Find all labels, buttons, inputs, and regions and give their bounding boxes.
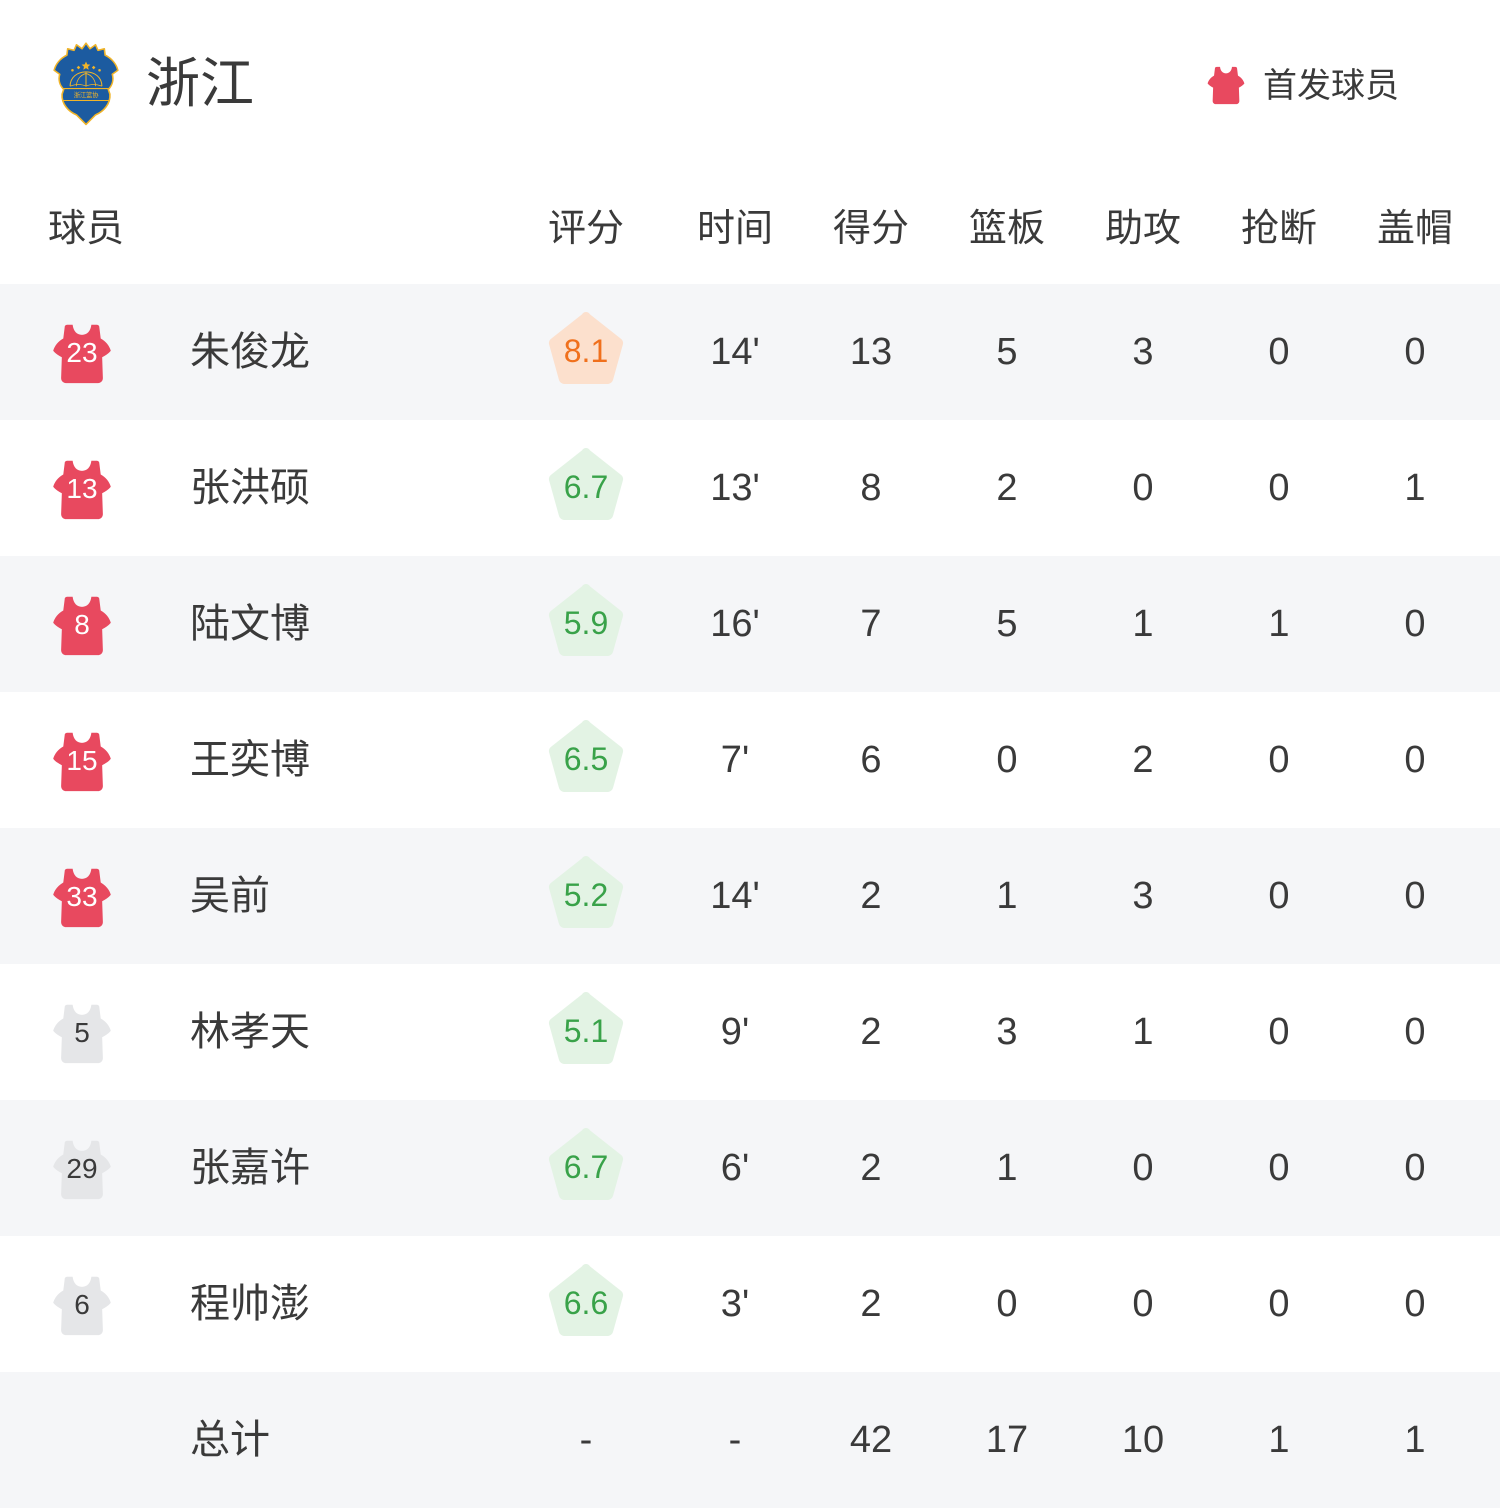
svg-text:浙江篮协: 浙江篮协 <box>74 90 99 99</box>
